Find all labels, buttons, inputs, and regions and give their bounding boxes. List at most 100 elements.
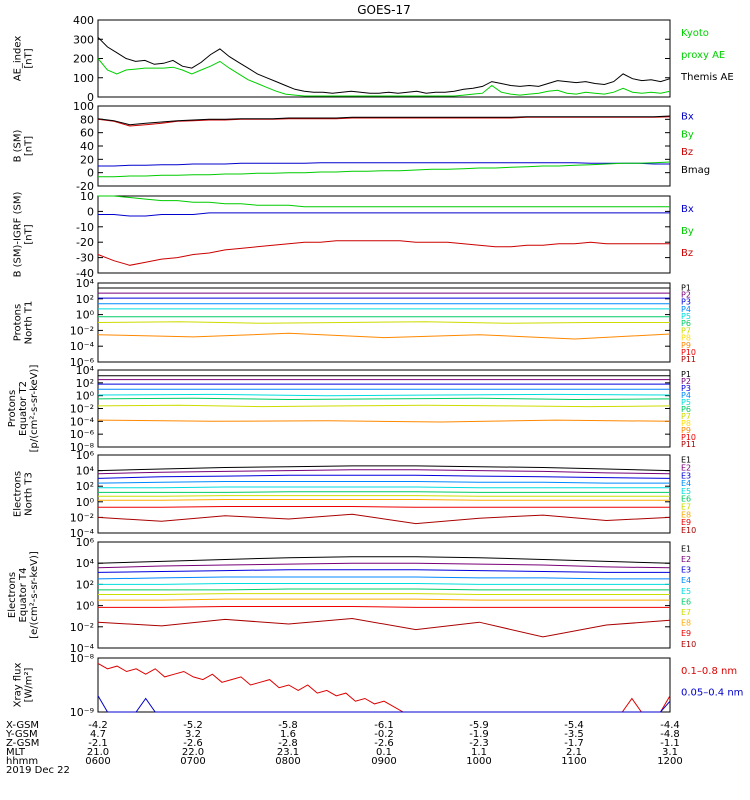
y-axis-label-line: North T1 [24, 301, 35, 345]
y-tick-label: 10⁰ [76, 600, 95, 613]
series-line-e3 [97, 569, 670, 573]
legend-entry: 0.05–0.4 nm [681, 688, 743, 699]
legend-entry: E4 [681, 576, 691, 585]
panel-1: 400 300 200 100 0 AE_index [nT] Kyoto proxy AE Th… [13, 14, 734, 104]
y-axis-label-line: [W/m²] [24, 667, 35, 702]
panel-8: 10⁻⁸ 10⁻⁹ Xray flux [W/m²] 0.1–0.8 nm 0.05–0.… [13, 652, 744, 719]
series-line-bx [98, 212, 670, 217]
series-line-bz [97, 116, 671, 127]
footer-cell: 1200 [657, 756, 682, 767]
legend-entry: P2 [681, 377, 691, 386]
footer-cell: -5.2 [183, 720, 203, 731]
y-tick-label: 60 [80, 127, 94, 140]
y-tick-label: 10⁶ [76, 449, 95, 462]
legend-entry: E10 [681, 640, 696, 649]
legend-entry: P10 [681, 433, 696, 442]
series-line-kyoto-proxy-ae [97, 58, 671, 97]
legend-entry: P11 [681, 355, 696, 364]
y-tick-label: 100 [73, 100, 94, 113]
y-tick-label: 10⁴ [76, 277, 95, 290]
legend-entry: Bz [681, 147, 693, 158]
series-line-bz [97, 240, 670, 266]
y-axis-label: Xray flux [W/m²] [13, 663, 35, 708]
y-axis-label-line: [nT] [24, 224, 35, 244]
series-line-e5 [98, 486, 670, 489]
legend-entry: E1 [681, 456, 691, 465]
y-axis-label-line: Xray flux [13, 663, 24, 708]
panel-frame [97, 657, 671, 713]
y-tick-label: 10⁰ [76, 309, 95, 322]
footer-cell: -4.2 [88, 720, 108, 731]
panel-frame [97, 454, 671, 534]
y-axis-label: Protons Equator T2 [p/(cm²-s-sr-keV)] [7, 365, 40, 453]
y-tick-label: 300 [73, 33, 94, 46]
legend-entry: Bmag [681, 165, 710, 176]
legend-entry: P4 [681, 391, 691, 400]
legend-entry: P6 [681, 405, 691, 414]
y-axis-label: B (SM) [nT] [13, 129, 35, 162]
footer-cell: -2.8 [278, 738, 298, 749]
legend-entry: P6 [681, 319, 691, 328]
footer-cell: 2.1 [566, 747, 582, 758]
legend-entry: E1 [681, 544, 691, 553]
series-line-e1 [97, 556, 671, 564]
y-tick-label: 10⁻⁶ [70, 428, 95, 441]
footer-row-label: MLT [6, 747, 26, 758]
y-tick-label: 10⁻⁴ [70, 340, 95, 353]
footer-cell: -1.7 [564, 738, 584, 749]
footer-cell: 3.1 [662, 747, 678, 758]
y-tick-label: -20 [76, 180, 94, 193]
y-tick-label: 40 [80, 140, 94, 153]
y-tick-label: 10⁻⁴ [70, 415, 95, 428]
y-tick-label: 0 [87, 91, 94, 104]
series-line-e7 [98, 593, 670, 595]
footer-cell: 3.2 [185, 729, 201, 740]
legend-entry: E2 [681, 463, 691, 472]
y-tick-label: 0 [87, 205, 94, 218]
series-line-bx [98, 162, 670, 167]
y-tick-label: 10² [76, 293, 94, 306]
legend-entry: Bx [681, 204, 694, 215]
y-tick-label: 10⁻² [70, 621, 94, 634]
y-tick-label: 0 [87, 167, 94, 180]
panel-3: 10 0 -10 -20 -30 -40 B (SM)-IGRF (SM) [nT] Bx By B… [13, 190, 694, 280]
footer-cell: -4.8 [660, 729, 680, 740]
y-tick-label: -10 [76, 221, 94, 234]
legend-entry: P3 [681, 384, 691, 393]
y-tick-label: 10⁶ [76, 536, 95, 549]
legend-entry: E5 [681, 587, 691, 596]
series-line-p9 [97, 419, 671, 423]
y-tick-label: -30 [76, 252, 94, 265]
y-axis-label-line: B (SM)-IGRF (SM) [13, 192, 24, 278]
series-line-e3 [97, 474, 671, 479]
panel-4: 10⁴ 10² 10⁰ 10⁻² 10⁻⁴ 10⁻⁶ Protons North T1 P1P2… [13, 277, 697, 369]
footer-cell: 21.0 [87, 747, 109, 758]
legend-entry: E7 [681, 608, 691, 617]
footer-cell: 1100 [561, 756, 586, 767]
y-axis-label: Electrons Equator T4 [e/(cm²-s-sr-keV)] [7, 551, 40, 639]
legend-entry: P8 [681, 334, 691, 343]
legend-entry: Bx [681, 112, 694, 123]
legend-entry: 0.1–0.8 nm [681, 666, 737, 677]
series-line-e10 [97, 617, 671, 638]
y-tick-label: 10⁻⁴ [70, 642, 95, 655]
series-line-e6 [98, 491, 670, 493]
y-axis-label-line: B (SM) [13, 129, 24, 162]
legend-entry: Themis AE [680, 72, 734, 83]
footer-cell: -6.1 [374, 720, 394, 731]
legend-entry: By [681, 129, 694, 140]
legend-entry: E5 [681, 487, 691, 496]
series-line-themis-ae [97, 36, 671, 94]
footer-row-label: Z-GSM [6, 738, 39, 749]
y-axis-label: Electrons North T3 [13, 471, 35, 517]
footer-row-label: hhmm [6, 756, 38, 767]
y-tick-label: 10⁴ [76, 364, 95, 377]
series-line-e9 [98, 506, 670, 508]
y-tick-label: 10⁴ [76, 465, 95, 478]
footer-cell: 0700 [180, 756, 205, 767]
series-line-0-05-0-4-nm [97, 695, 671, 713]
